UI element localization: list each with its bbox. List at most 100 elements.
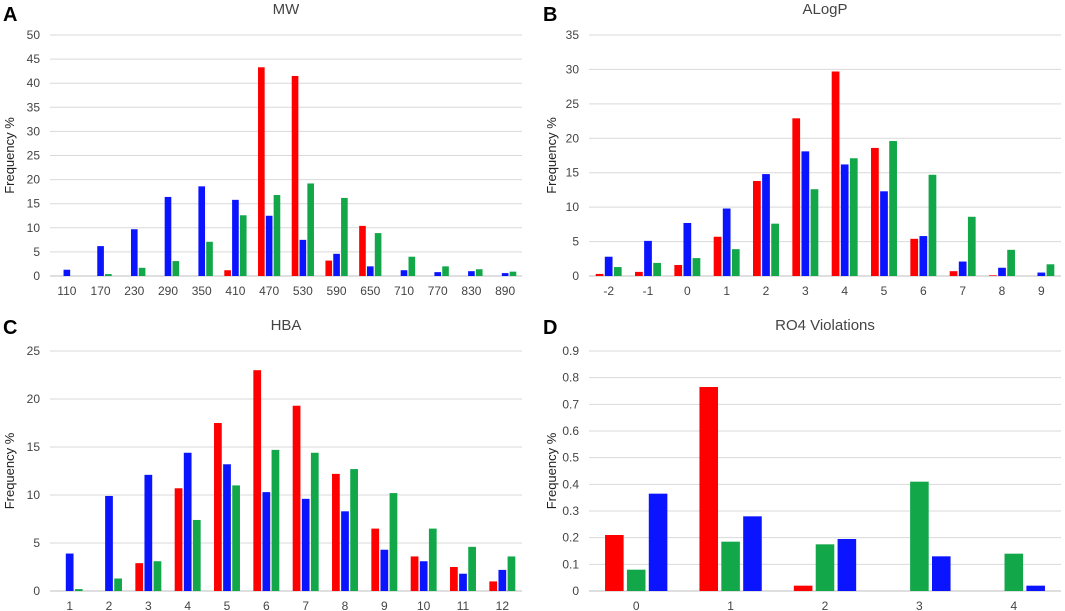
bar-red-1 <box>713 236 722 276</box>
bar-green-0 <box>626 569 646 591</box>
bar-blue-2 <box>105 495 113 591</box>
bar-green-7 <box>310 452 319 591</box>
bar-green-8 <box>350 469 358 591</box>
x-tick-label: 770 <box>428 284 448 298</box>
y-tick-label: 30 <box>27 124 41 138</box>
panel-letter: D <box>543 317 557 339</box>
bar-blue-170 <box>97 246 104 276</box>
bar-red-4 <box>174 488 183 591</box>
x-tick-label: 7 <box>959 284 966 298</box>
bar-green-11 <box>468 546 476 591</box>
bar-red-8 <box>989 275 997 276</box>
bar-blue-4 <box>1026 585 1045 591</box>
bar-green-770 <box>442 266 449 276</box>
x-tick-label: -1 <box>643 284 654 298</box>
bar-blue-6 <box>919 236 928 276</box>
bar-green-710 <box>408 256 416 276</box>
bar-red-0 <box>605 535 624 591</box>
x-tick-label: 4 <box>1010 599 1017 611</box>
bar-green-5 <box>889 141 897 276</box>
y-tick-label: 0.9 <box>562 344 579 358</box>
bar-red--2 <box>595 273 604 276</box>
bar-red-2 <box>793 585 813 591</box>
bar-red-6 <box>910 238 919 276</box>
y-tick-label: 35 <box>27 100 41 114</box>
bar-red-410 <box>224 270 231 276</box>
bar-blue-1 <box>743 516 762 591</box>
y-tick-label: 5 <box>33 245 40 259</box>
bar-green-410 <box>239 215 247 276</box>
y-tick-label: 0 <box>33 584 40 598</box>
x-tick-label: 3 <box>145 599 152 611</box>
y-tick-label: 15 <box>27 197 41 211</box>
y-tick-label: 10 <box>27 221 41 235</box>
bar-blue-1 <box>722 208 731 276</box>
y-tick-label: 50 <box>27 28 41 42</box>
bar-green--2 <box>613 267 622 276</box>
y-tick-label: 0.4 <box>562 477 579 491</box>
bar-blue-650 <box>366 266 374 276</box>
bar-blue-890 <box>501 273 509 276</box>
y-tick-label: 15 <box>27 440 41 454</box>
bar-green-1 <box>74 589 83 591</box>
panel-letter: B <box>543 4 557 26</box>
bar-blue-530 <box>299 239 307 276</box>
chart-title: MW <box>273 1 300 18</box>
bar-green-9 <box>389 493 398 591</box>
bar-blue-11 <box>459 573 467 591</box>
x-tick-label: 2 <box>822 599 829 611</box>
bar-blue-12 <box>498 569 507 591</box>
y-tick-label: 0.5 <box>562 451 579 465</box>
chart-panel-b: B ALogP Frequency % 0 5 10 15 20 25 30 35 -2 -1 0 1 2 3 4… <box>543 1 1061 298</box>
bar-blue-3 <box>144 474 153 591</box>
y-axis-label: Frequency % <box>2 432 17 509</box>
bar-green-3 <box>810 189 819 276</box>
x-tick-label: 2 <box>763 284 770 298</box>
bar-blue-9 <box>380 549 389 591</box>
bar-blue-770 <box>434 272 442 276</box>
bar-blue-290 <box>164 196 172 276</box>
bar-red-5 <box>214 423 222 591</box>
bar-red-650 <box>359 225 366 276</box>
x-tick-label: 590 <box>327 284 347 298</box>
y-axis-label: Frequency % <box>544 117 559 194</box>
x-tick-label: 650 <box>360 284 380 298</box>
x-tick-label: -2 <box>603 284 614 298</box>
x-tick-label: 3 <box>916 599 923 611</box>
bar-green-6 <box>271 449 280 591</box>
y-tick-label: 0.3 <box>562 504 579 518</box>
y-tick-label: 20 <box>566 131 580 145</box>
bar-green-12 <box>507 556 516 591</box>
x-tick-label: 11 <box>457 599 470 611</box>
y-tick-label: 0.7 <box>562 397 579 411</box>
y-tick-label: 0.2 <box>562 531 579 545</box>
bar-blue-5 <box>880 191 888 276</box>
y-axis-label: Frequency % <box>544 432 559 509</box>
bar-green-470 <box>273 195 281 276</box>
bar-red-6 <box>253 370 262 591</box>
bar-green-4 <box>192 519 201 591</box>
bar-blue-590 <box>333 253 340 276</box>
y-tick-label: 10 <box>27 488 41 502</box>
bar-blue-6 <box>262 492 271 591</box>
x-tick-label: 12 <box>496 599 510 611</box>
bar-blue-3 <box>801 151 810 276</box>
x-tick-label: 170 <box>91 284 111 298</box>
x-tick-label: 10 <box>417 599 431 611</box>
x-tick-label: 4 <box>841 284 848 298</box>
bar-blue--2 <box>604 256 613 276</box>
bar-blue-4 <box>183 452 192 591</box>
bar-blue-470 <box>265 215 273 276</box>
bar-blue-710 <box>400 270 408 276</box>
bar-green-2 <box>114 578 122 591</box>
bar-blue-2 <box>762 174 770 276</box>
y-tick-label: 35 <box>566 28 580 42</box>
y-tick-label: 25 <box>566 97 580 111</box>
x-tick-label: 410 <box>225 284 245 298</box>
bar-blue--1 <box>644 240 652 276</box>
bar-blue-4 <box>840 164 849 276</box>
bar-blue-410 <box>232 199 239 276</box>
bar-red-7 <box>949 271 958 276</box>
bar-red-470 <box>258 67 265 276</box>
x-tick-label: 8 <box>999 284 1006 298</box>
